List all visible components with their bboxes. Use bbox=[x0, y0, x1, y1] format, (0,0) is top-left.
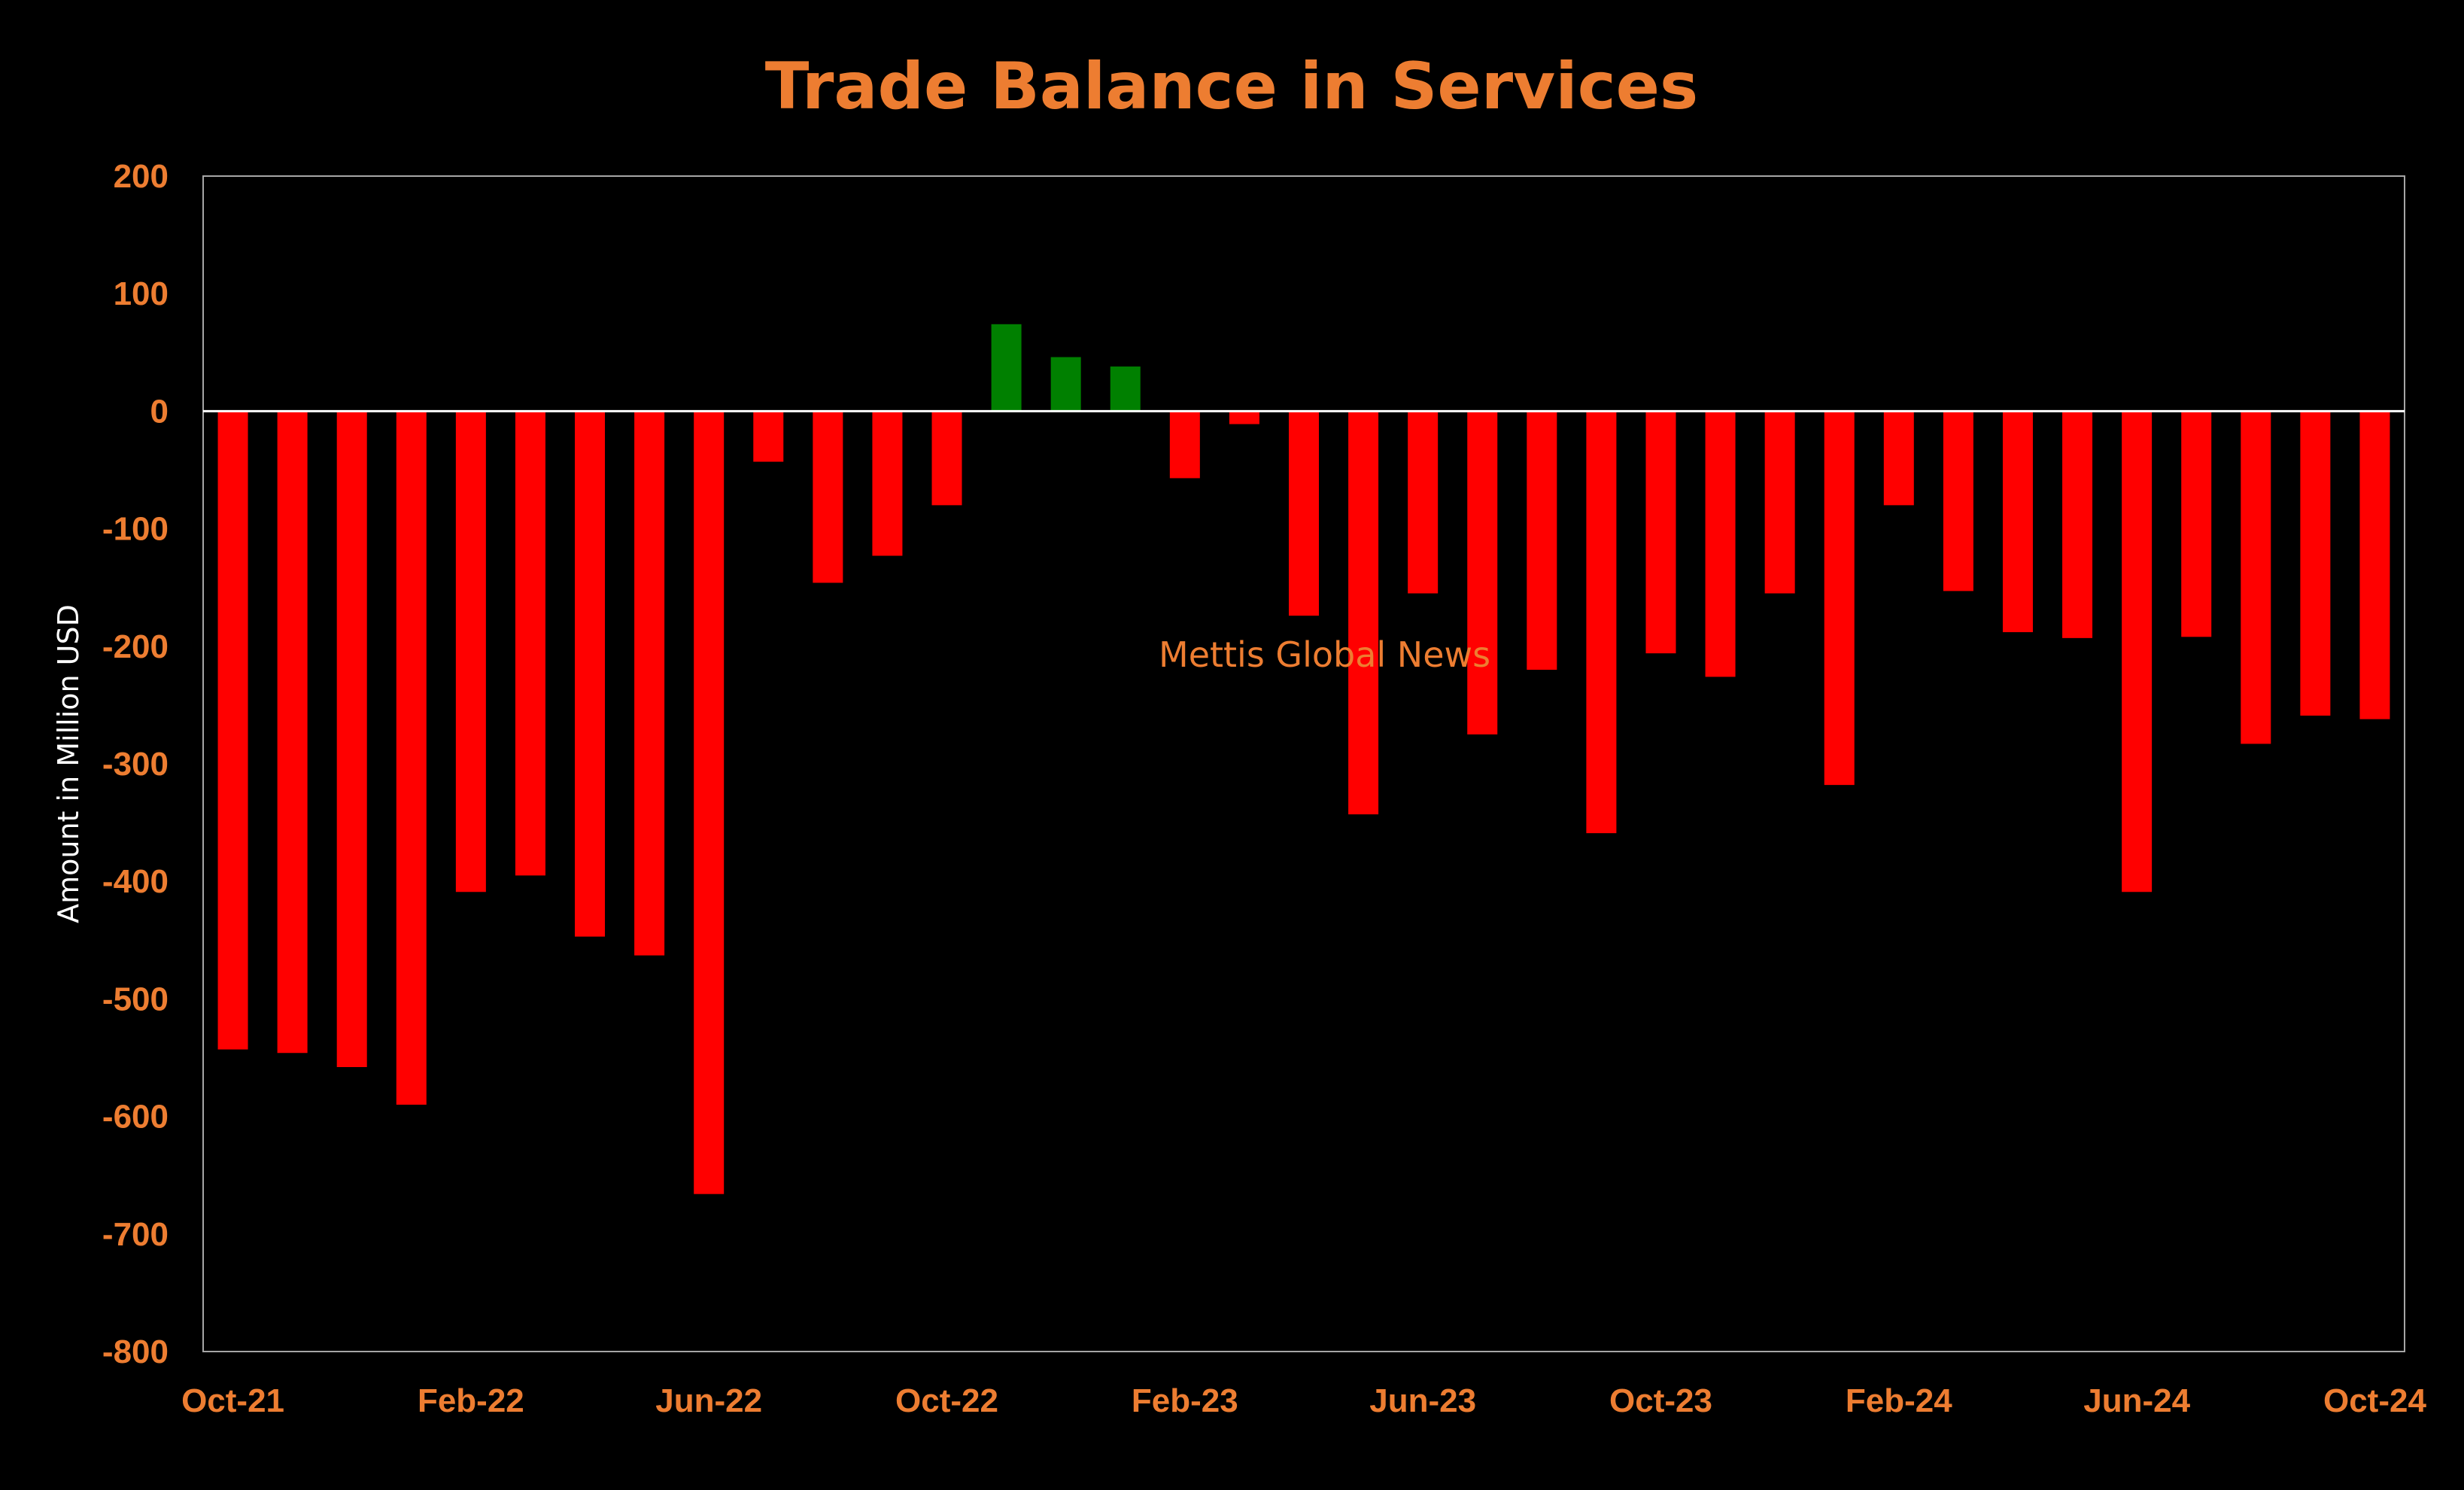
x-tick-label: Oct-24 bbox=[2323, 1382, 2426, 1419]
y-tick-label: 200 bbox=[114, 158, 169, 195]
chart-title: Trade Balance in Services bbox=[765, 49, 1698, 124]
y-tick-label: -400 bbox=[102, 863, 169, 900]
x-tick-label: Jun-23 bbox=[1369, 1382, 1476, 1419]
bar-Apr-22 bbox=[575, 411, 606, 937]
y-axis-label: Amount in Million USD bbox=[52, 604, 85, 923]
bar-Apr-23 bbox=[1289, 411, 1319, 616]
watermark: Mettis Global News bbox=[1159, 634, 1490, 675]
bar-May-24 bbox=[2062, 411, 2093, 638]
bar-Oct-23 bbox=[1645, 411, 1676, 654]
bar-Aug-24 bbox=[2241, 411, 2271, 744]
x-tick-label: Oct-23 bbox=[1609, 1382, 1712, 1419]
bar-Nov-21 bbox=[277, 411, 308, 1054]
bar-Jun-23 bbox=[1408, 411, 1439, 594]
bar-Feb-22 bbox=[455, 411, 486, 892]
bar-Jan-23 bbox=[1110, 366, 1141, 412]
y-tick-label: -500 bbox=[102, 981, 169, 1017]
bar-Oct-21 bbox=[217, 411, 248, 1050]
bar-May-22 bbox=[634, 411, 665, 956]
plot-frame bbox=[202, 175, 2405, 1352]
bar-Oct-22 bbox=[931, 411, 962, 506]
bar-Dec-23 bbox=[1764, 411, 1795, 594]
y-tick-label: -700 bbox=[102, 1216, 169, 1253]
bar-Jul-22 bbox=[753, 411, 784, 462]
bar-Mar-23 bbox=[1229, 411, 1259, 424]
y-tick-label: -300 bbox=[102, 746, 169, 783]
bar-Jul-24 bbox=[2181, 411, 2212, 637]
x-tick-label: Feb-24 bbox=[1846, 1382, 1952, 1419]
bar-Sep-22 bbox=[872, 411, 903, 556]
bar-Aug-22 bbox=[813, 411, 843, 583]
bar-May-23 bbox=[1348, 411, 1379, 815]
y-tick-label: -100 bbox=[102, 511, 169, 548]
bar-Mar-24 bbox=[1943, 411, 1973, 591]
bar-Oct-24 bbox=[2359, 411, 2390, 719]
y-tick-label: 0 bbox=[150, 393, 169, 430]
y-tick-label: 100 bbox=[114, 275, 169, 312]
x-tick-label: Feb-23 bbox=[1132, 1382, 1238, 1419]
x-tick-label: Jun-22 bbox=[655, 1382, 762, 1419]
bar-Mar-22 bbox=[515, 411, 545, 876]
y-tick-label: -800 bbox=[102, 1333, 169, 1370]
bar-Dec-21 bbox=[336, 411, 367, 1067]
x-tick-label: Oct-21 bbox=[181, 1382, 284, 1419]
x-tick-label: Oct-22 bbox=[895, 1382, 998, 1419]
bar-Feb-23 bbox=[1169, 411, 1200, 479]
y-axis-ticks: 200 100 0 -100 -200 -300 -400 -500 -600 -700 -800 bbox=[102, 158, 169, 1370]
bar-Jan-24 bbox=[1824, 411, 1855, 786]
x-tick-label: Feb-22 bbox=[418, 1382, 524, 1419]
bar-Apr-24 bbox=[2002, 411, 2033, 633]
bar-Dec-22 bbox=[1050, 357, 1081, 412]
y-tick-label: -600 bbox=[102, 1099, 169, 1136]
bar-Jan-22 bbox=[396, 411, 427, 1105]
bar-Nov-22 bbox=[991, 324, 1022, 412]
bar-Jul-23 bbox=[1467, 411, 1498, 734]
y-tick-label: -200 bbox=[102, 628, 169, 665]
bar-Aug-23 bbox=[1527, 411, 1557, 670]
x-axis-ticks: Oct-21 Feb-22 Jun-22 Oct-22 Feb-23 Jun-23 Oct-… bbox=[181, 1382, 2426, 1419]
bars bbox=[217, 324, 2390, 1194]
bar-Sep-23 bbox=[1586, 411, 1617, 834]
bar-Jun-22 bbox=[694, 411, 725, 1194]
bar-Jun-24 bbox=[2122, 411, 2153, 892]
x-tick-label: Jun-24 bbox=[2083, 1382, 2190, 1419]
bar-Sep-24 bbox=[2300, 411, 2331, 716]
bar-Feb-24 bbox=[1883, 411, 1914, 506]
bar-Nov-23 bbox=[1705, 411, 1736, 677]
